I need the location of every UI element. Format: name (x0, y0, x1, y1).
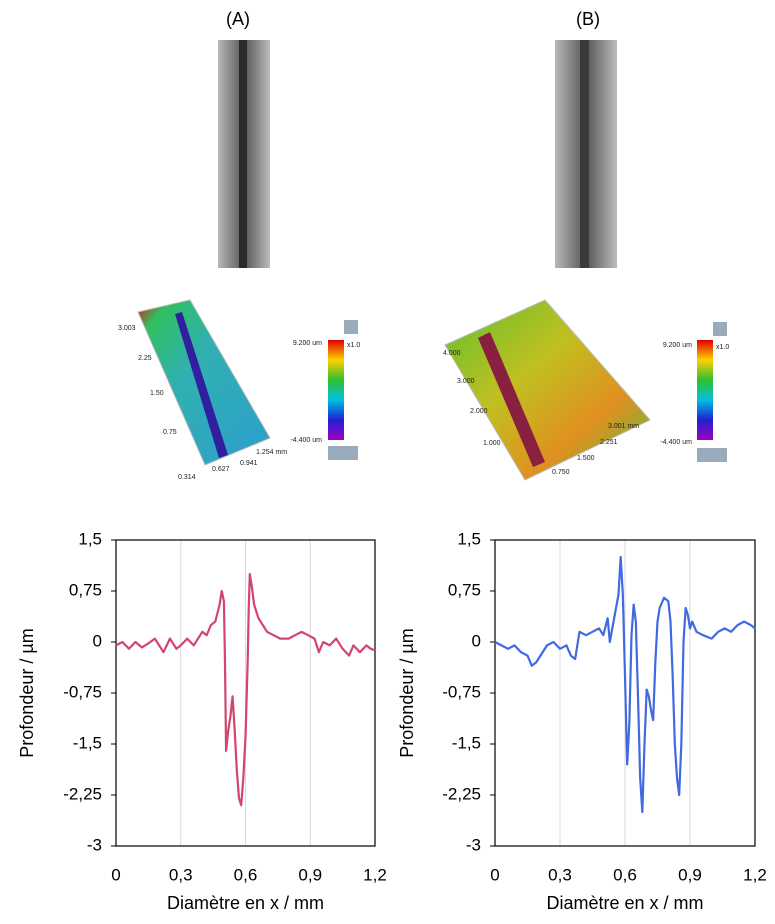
y-tick-label: -3 (466, 835, 481, 854)
axis-label-3d: 3.001 mm (608, 423, 639, 430)
button[interactable] (328, 446, 358, 460)
axis-label-3d: 1.500 (577, 455, 595, 462)
plot-frame (115, 539, 376, 847)
line (115, 572, 376, 807)
y-tick-label: 0 (93, 631, 102, 650)
colorbar-max: 9.200 um (293, 340, 322, 347)
axis-label-3d: 2.000 (470, 408, 488, 415)
axis-label-3d: 0.750 (552, 469, 570, 476)
y-axis-title: Profondeur / µm (17, 628, 37, 757)
y-tick-label: 1,5 (457, 529, 481, 548)
axis-label-3d: 1.50 (150, 390, 164, 397)
y-tick-label: -3 (87, 835, 102, 854)
surface-3d (444, 299, 651, 481)
x-tick-label: 0,6 (613, 865, 637, 884)
axis-label-3d: 0.941 (240, 460, 258, 467)
axis-label-3d: 0.314 (178, 474, 196, 481)
x-axis-title: Diamètre en x / mm (167, 893, 324, 913)
x-axis-title: Diamètre en x / mm (546, 893, 703, 913)
x-tick-label: 0,9 (298, 865, 322, 884)
zoom: x1.0 (716, 344, 729, 351)
x-tick-label: 0 (490, 865, 499, 884)
y-tick-label: -2,25 (442, 784, 481, 803)
groove-3d (478, 332, 545, 467)
axis-label-3d: 3.000 (457, 378, 475, 385)
axis-label-3d: 2.251 (600, 439, 618, 446)
y-tick-label: 0 (472, 631, 481, 650)
axis-label-3d: 0.627 (212, 466, 230, 473)
colorbar-min: -4.400 um (660, 439, 692, 446)
axis-label-3d: 1.254 mm (256, 449, 287, 456)
y-tick-label: -2,25 (63, 784, 102, 803)
y-axis-title: Profondeur / µm (397, 628, 417, 757)
x-tick-label: 1,2 (363, 865, 387, 884)
axis-label-3d: 2.25 (138, 355, 152, 362)
axis-label-3d: 1.000 (483, 440, 501, 447)
groove (239, 40, 247, 268)
groove-3d (175, 312, 228, 458)
axis-label-3d: 3.003 (118, 325, 136, 332)
panel-label: (A) (226, 9, 250, 29)
x-tick-label: 1,2 (743, 865, 767, 884)
plot-frame (494, 539, 756, 847)
zoom: x1.0 (347, 342, 360, 349)
y-tick-label: 1,5 (78, 529, 102, 548)
y-tick-label: -0,75 (63, 682, 102, 701)
button[interactable] (344, 320, 358, 334)
x-tick-label: 0,6 (234, 865, 258, 884)
colorbar (697, 340, 713, 440)
y-tick-label: -1,5 (452, 733, 481, 752)
y-tick-label: 0,75 (448, 580, 481, 599)
axis-label-3d: 0.75 (163, 429, 177, 436)
groove (580, 40, 589, 268)
x-tick-label: 0,3 (169, 865, 193, 884)
button[interactable] (697, 448, 727, 462)
x-tick-label: 0 (111, 865, 120, 884)
line (494, 555, 756, 814)
panel-label: (B) (576, 9, 600, 29)
colorbar-min: -4.400 um (290, 437, 322, 444)
y-tick-label: 0,75 (69, 580, 102, 599)
colorbar-max: 9.200 um (663, 342, 692, 349)
colorbar (328, 340, 344, 440)
x-tick-label: 0,9 (678, 865, 702, 884)
y-tick-label: -0,75 (442, 682, 481, 701)
x-tick-label: 0,3 (548, 865, 572, 884)
y-tick-label: -1,5 (73, 733, 102, 752)
axis-label-3d: 4.000 (443, 350, 461, 357)
button[interactable] (713, 322, 727, 336)
